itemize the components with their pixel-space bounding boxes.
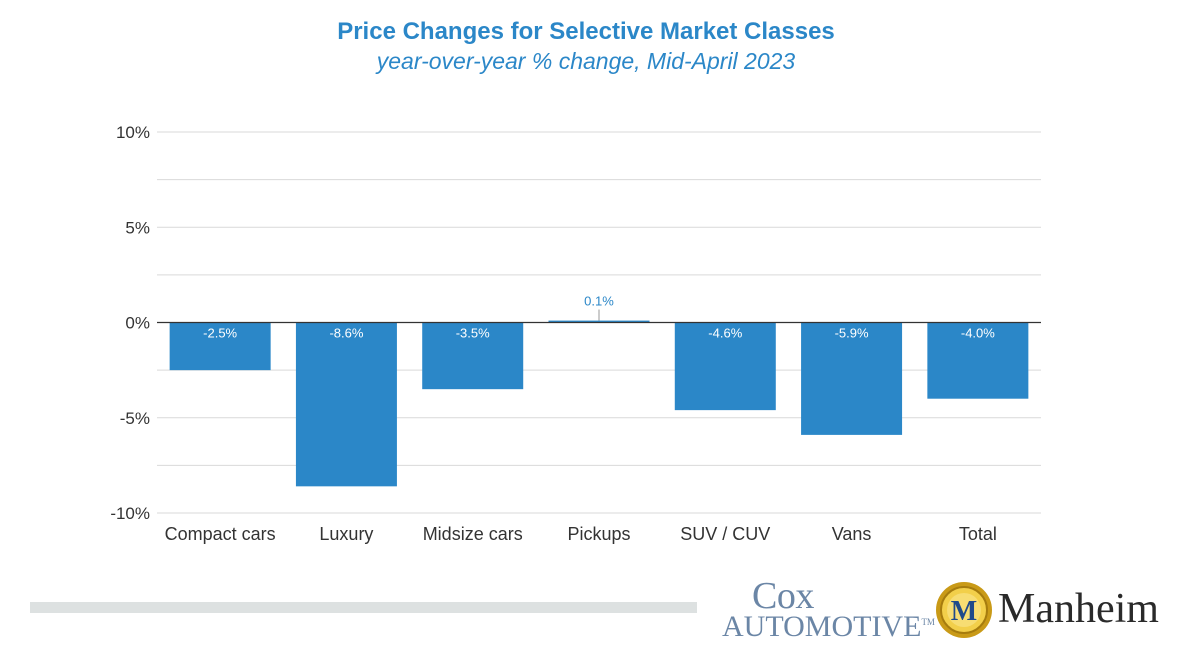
data-label: -5.9% (835, 326, 869, 341)
x-tick-label: Luxury (319, 524, 373, 544)
y-tick-label: -5% (120, 409, 150, 428)
manheim-medal-icon: M (936, 582, 992, 638)
cox-automotive-logo: Cox AutomotiveTM (722, 575, 935, 643)
bar (548, 320, 650, 323)
footer-bar (30, 602, 697, 613)
y-tick-label: 0% (125, 314, 150, 333)
data-label: -8.6% (329, 326, 363, 341)
bar (801, 322, 903, 435)
bar (422, 322, 524, 390)
bar (674, 322, 776, 411)
x-tick-label: Midsize cars (423, 524, 523, 544)
x-tick-label: Pickups (567, 524, 630, 544)
chart-title: Price Changes for Selective Market Class… (337, 18, 835, 45)
data-label: -3.5% (456, 326, 490, 341)
data-label: -2.5% (203, 326, 237, 341)
data-label: -4.6% (708, 326, 742, 341)
bar (295, 322, 397, 487)
y-tick-label: -10% (110, 504, 150, 523)
svg-text:M: M (951, 596, 977, 627)
bar-chart: 10% 5% 0% -5% -10% -2.5% Compact cars -8.6% Luxu… (110, 123, 1041, 544)
bar (927, 322, 1029, 399)
manheim-logo: Manheim (998, 586, 1159, 632)
x-tick-label: SUV / CUV (680, 524, 770, 544)
y-tick-label: 10% (116, 123, 150, 142)
bar (169, 322, 271, 371)
y-tick-label: 5% (125, 218, 150, 237)
x-tick-label: Total (959, 524, 997, 544)
data-label: 0.1% (584, 294, 614, 309)
x-tick-label: Vans (832, 524, 872, 544)
x-tick-label: Compact cars (165, 524, 276, 544)
data-label: -4.0% (961, 326, 995, 341)
chart-subtitle: year-over-year % change, Mid-April 2023 (376, 48, 796, 74)
